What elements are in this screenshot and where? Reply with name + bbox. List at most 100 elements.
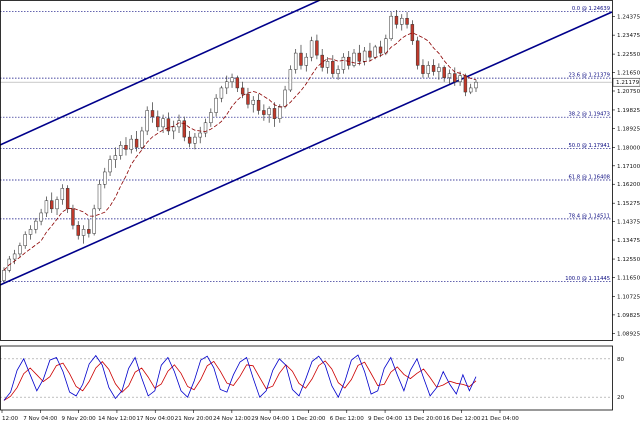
candle-bullish xyxy=(426,65,430,74)
fib-level-label: 61.8 @ 1.16408 xyxy=(569,174,611,180)
candle-bearish xyxy=(71,208,75,226)
time-tick-label: 9 Nov 20:00 xyxy=(62,416,97,422)
candle-bearish xyxy=(405,17,409,25)
time-tick-label: 14 Nov 12:00 xyxy=(98,416,136,422)
fib-level-label: 23.6 @ 1.21379 xyxy=(569,73,611,79)
candle-bearish xyxy=(394,15,399,25)
candle-bullish xyxy=(293,52,298,70)
price-tick-label: 1.13475 xyxy=(617,238,640,244)
stoch-level-label: 20 xyxy=(617,395,625,401)
candle-bullish xyxy=(60,188,65,200)
current-price-label: 1.21179 xyxy=(616,80,640,86)
candle-bearish xyxy=(421,65,425,74)
candle-bearish xyxy=(256,99,261,111)
candle-bearish xyxy=(262,110,266,115)
candle-bullish xyxy=(23,234,27,246)
price-tick-label: 1.24375 xyxy=(617,15,640,21)
price-tick-label: 1.10725 xyxy=(617,294,640,300)
stoch-panel-border xyxy=(0,345,613,411)
candle-bearish xyxy=(87,229,91,234)
price-tick-label: 1.20750 xyxy=(617,89,640,95)
candle-bullish xyxy=(219,87,224,99)
price-tick-label: 1.08925 xyxy=(617,331,640,337)
fib-level-label: 38.2 @ 1.19473 xyxy=(569,112,611,118)
candle-bullish xyxy=(437,67,441,72)
candle-bullish xyxy=(325,61,330,68)
candle-bearish xyxy=(368,50,372,58)
candle-bullish xyxy=(39,212,43,222)
candle-bullish xyxy=(44,200,49,214)
price-tick-label: 1.19825 xyxy=(617,108,640,114)
candle-bullish xyxy=(278,106,282,119)
candle-bearish xyxy=(272,108,277,119)
candle-bullish xyxy=(18,245,22,255)
candle-bearish xyxy=(235,77,240,89)
candle-bullish xyxy=(267,108,271,115)
price-tick-label: 1.16200 xyxy=(617,182,640,188)
candle-bearish xyxy=(246,93,250,105)
fib-level-label: 50.0 @ 1.17941 xyxy=(569,143,611,149)
time-tick-label: 12:00 xyxy=(2,416,19,422)
candle-bearish xyxy=(410,24,415,42)
price-tick-label: 1.23475 xyxy=(617,33,640,39)
candle-bullish xyxy=(34,220,38,230)
candle-bullish xyxy=(28,229,33,235)
time-tick-label: 16 Dec 12:00 xyxy=(443,416,481,422)
channel-lower-line xyxy=(0,11,613,286)
candle-bearish xyxy=(240,87,245,95)
candle-bullish xyxy=(12,253,17,260)
candle-bearish xyxy=(134,138,139,148)
candle-bullish xyxy=(389,15,393,39)
price-tick-label: 1.18925 xyxy=(617,126,640,132)
candle-bearish xyxy=(463,75,468,93)
candle-bearish xyxy=(357,52,362,62)
candle-bullish xyxy=(209,112,213,124)
candle-bullish xyxy=(341,56,346,70)
time-tick-label: 1 Dec 20:00 xyxy=(291,416,326,422)
candle-bearish xyxy=(453,73,457,83)
candle-bearish xyxy=(150,110,155,117)
candle-bullish xyxy=(2,270,6,281)
candle-bearish xyxy=(299,52,303,66)
time-tick-label: 24 Nov 12:00 xyxy=(213,416,251,422)
candle-bullish xyxy=(225,81,229,89)
main-panel-border xyxy=(0,0,613,341)
candle-bullish xyxy=(447,73,452,78)
price-tick-label: 1.17100 xyxy=(617,164,640,170)
time-tick-label: 9 Dec 04:00 xyxy=(368,416,403,422)
candle-bearish xyxy=(166,118,171,132)
candle-bearish xyxy=(65,188,70,210)
candle-bullish xyxy=(230,77,234,83)
main-price-panel: 0.0 @ 1.24639 23.6 @ 1.21379 38.2 @ 1.1947… xyxy=(0,0,613,286)
candle-bearish xyxy=(431,65,436,72)
candle-bullish xyxy=(288,69,293,91)
candle-bullish xyxy=(214,97,218,113)
candle-bullish xyxy=(193,136,197,144)
candle-bullish xyxy=(362,50,367,62)
candle-bullish xyxy=(400,17,404,25)
price-tick-label: 1.12550 xyxy=(617,257,640,263)
candle-bullish xyxy=(118,145,123,156)
fib-level-label: 0.0 @ 1.24639 xyxy=(572,6,610,12)
candle-bullish xyxy=(352,52,356,66)
time-tick-label: 21 Nov 20:00 xyxy=(175,416,213,422)
time-tick-label: 6 Dec 12:00 xyxy=(330,416,365,422)
moving-average-line xyxy=(3,32,477,271)
price-tick-label: 1.22550 xyxy=(617,52,640,58)
candle-bearish xyxy=(415,40,420,66)
stoch-main-line xyxy=(3,354,477,401)
candle-bullish xyxy=(140,130,144,148)
price-tick-label: 1.15275 xyxy=(617,201,640,207)
price-tick-label: 1.09825 xyxy=(617,313,640,319)
time-tick-label: 29 Nov 04:00 xyxy=(251,416,289,422)
time-tick-label: 13 Dec 20:00 xyxy=(405,416,443,422)
fib-level-label: 100.0 @ 1.11445 xyxy=(565,276,610,282)
candle-bullish xyxy=(309,40,314,58)
candle-bearish xyxy=(50,200,54,210)
candle-bullish xyxy=(384,38,388,54)
candle-bullish xyxy=(373,46,377,58)
candle-bullish xyxy=(113,155,118,160)
candle-bullish xyxy=(92,208,96,234)
channel-upper-line xyxy=(0,0,321,146)
candle-bullish xyxy=(103,171,107,185)
